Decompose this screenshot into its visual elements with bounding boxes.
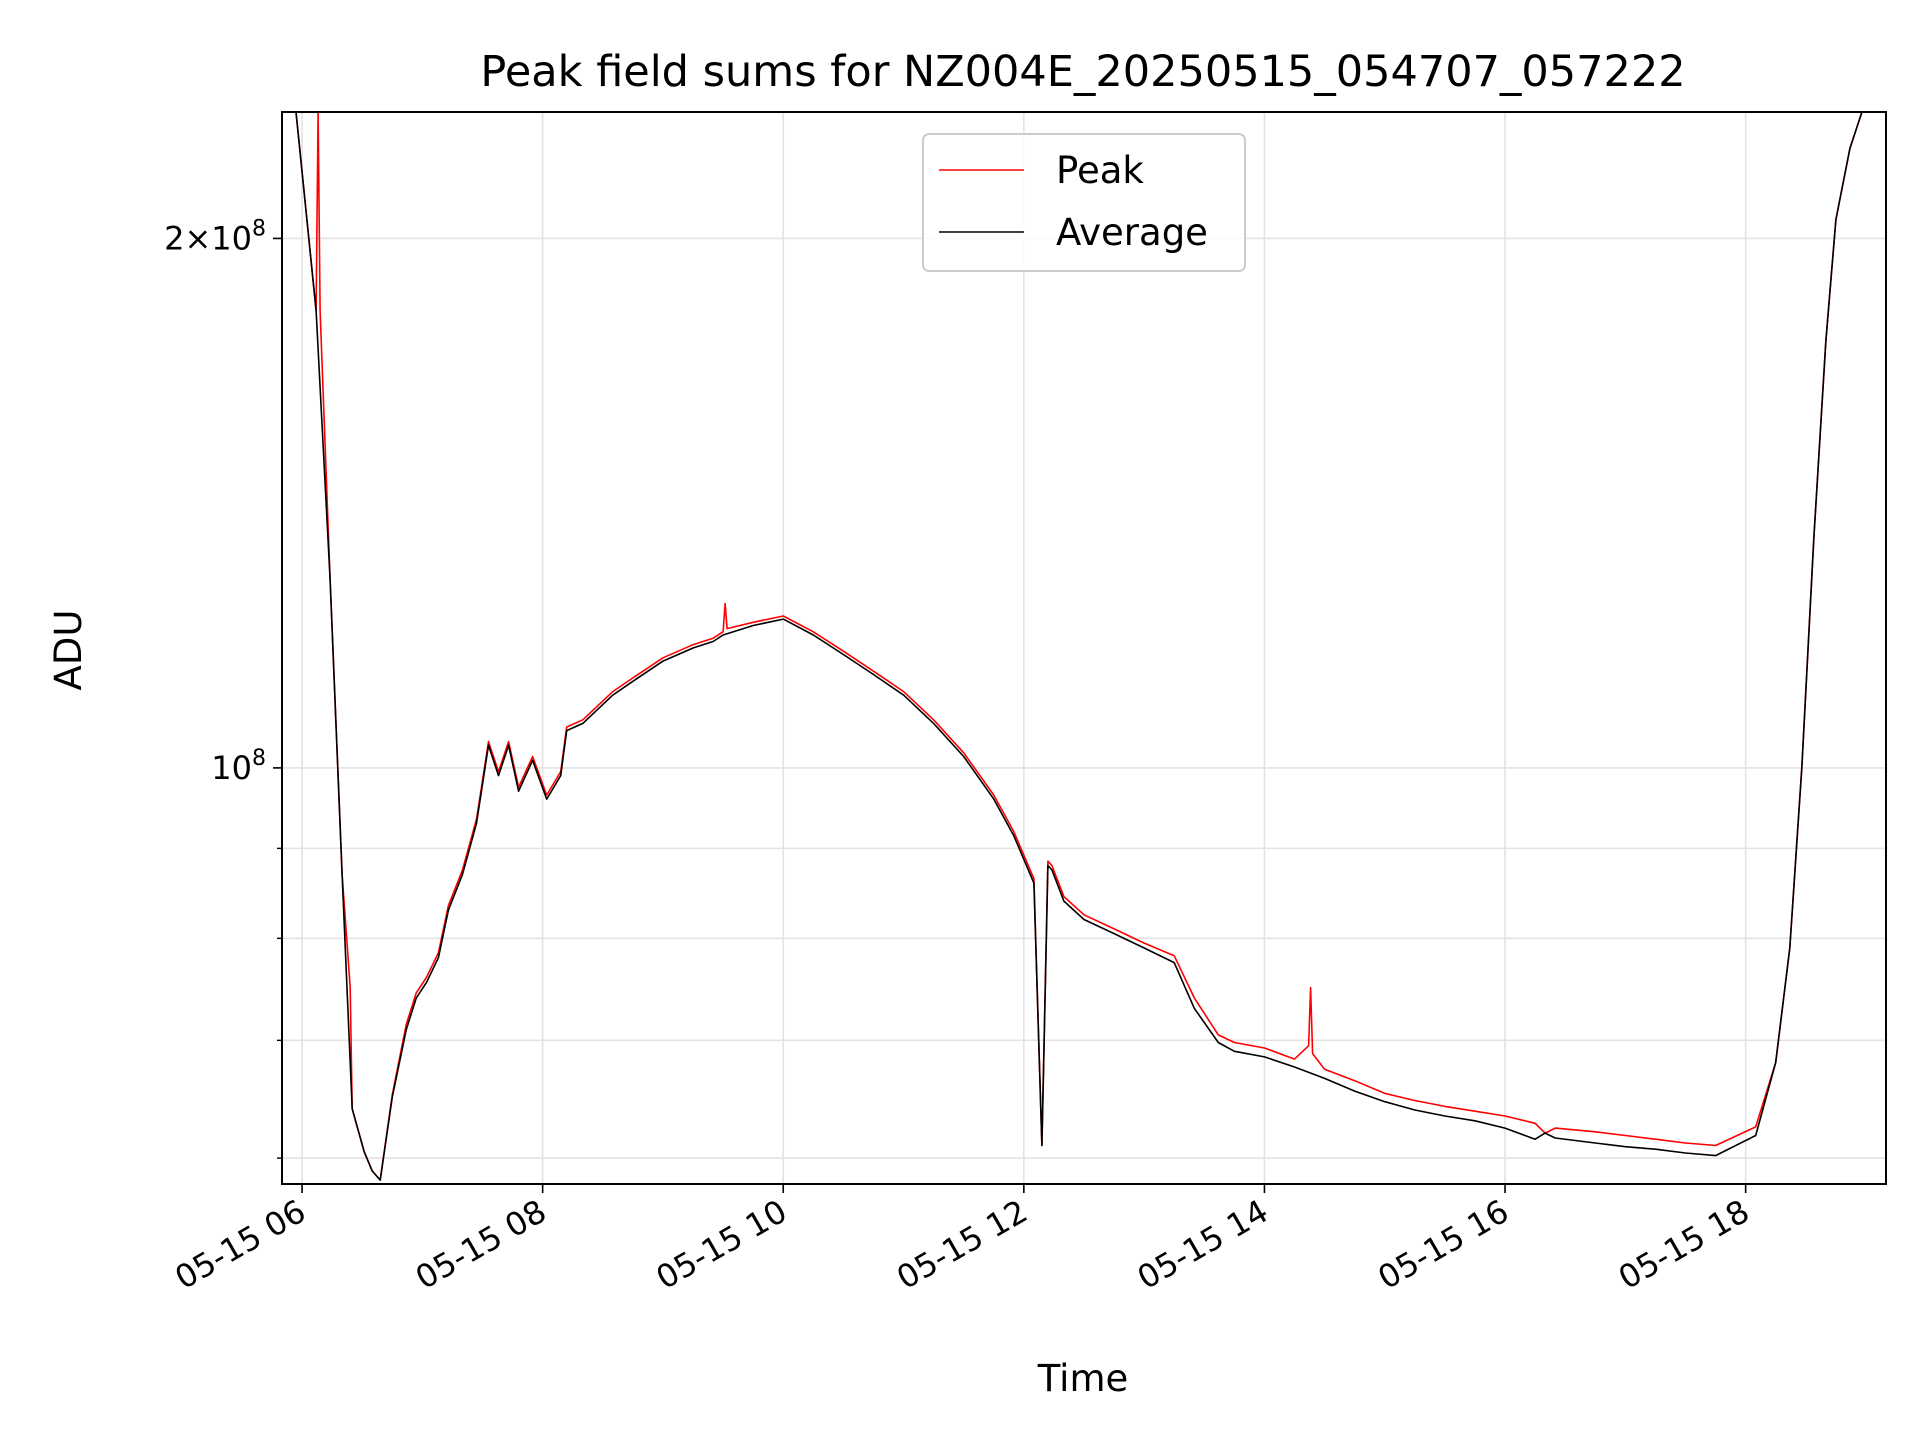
y-axis: 108 2×108: [164, 216, 282, 1159]
legend-box: [922, 133, 1246, 272]
legend-average-label: Average: [1056, 211, 1208, 254]
y-axis-label: ADU: [47, 610, 90, 691]
legend-peak-label: Peak: [1056, 149, 1144, 192]
y-tick-label: 108: [211, 746, 266, 787]
average-series-line: [295, 111, 1863, 1181]
series-group: [295, 111, 1863, 1181]
x-axis-label: Time: [1037, 1357, 1129, 1400]
legend: Peak Average: [922, 133, 1246, 272]
y-tick-label: 2×108: [164, 216, 266, 257]
plot-frame: [281, 111, 1887, 1185]
chart-title: Peak field sums for NZ004E_20250515_0547…: [480, 47, 1685, 97]
grid: [282, 112, 1886, 1184]
peak-series-line: [295, 111, 1863, 1181]
